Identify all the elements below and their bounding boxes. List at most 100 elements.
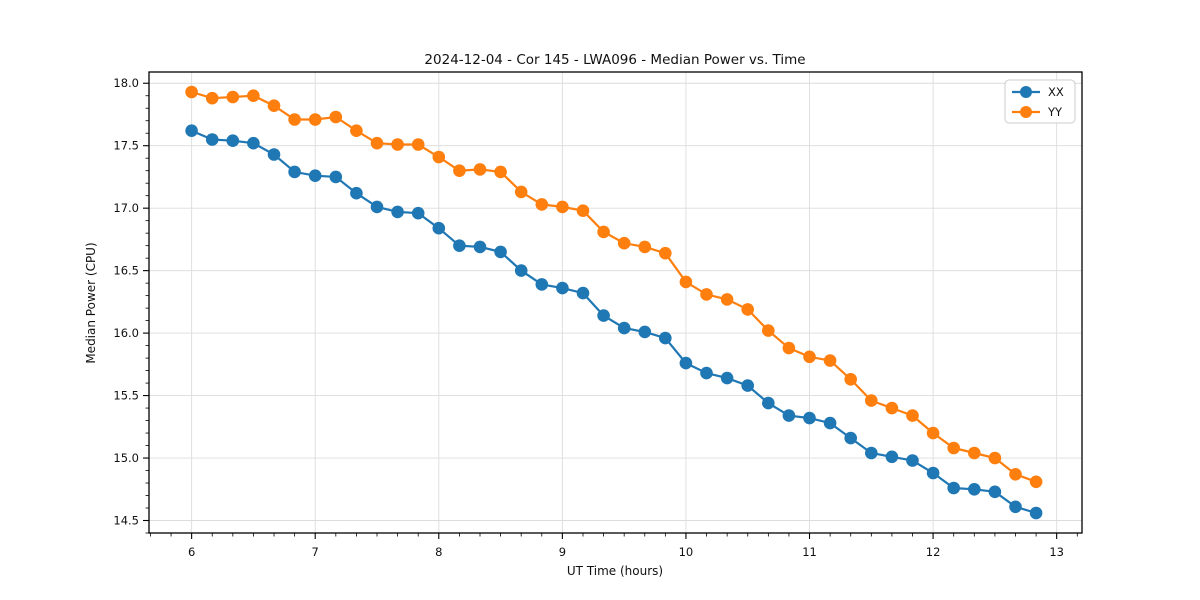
data-point-yy xyxy=(844,373,857,386)
data-point-xx xyxy=(576,286,590,300)
data-point-xx xyxy=(659,331,672,345)
x-tick-label: 10 xyxy=(679,545,694,559)
data-point-xx xyxy=(1029,506,1043,520)
data-point-xx xyxy=(947,481,960,495)
y-tick-label: 17.5 xyxy=(113,139,139,153)
data-point-yy xyxy=(267,99,281,112)
data-point-xx xyxy=(267,148,281,161)
data-point-xx xyxy=(308,169,322,182)
data-point-xx xyxy=(741,379,754,392)
x-tick-label: 6 xyxy=(188,545,195,559)
data-point-yy xyxy=(659,246,672,260)
data-point-xx xyxy=(762,396,775,410)
data-point-xx xyxy=(494,245,507,259)
data-point-xx xyxy=(329,170,343,184)
data-point-yy xyxy=(247,89,260,102)
data-point-yy xyxy=(988,451,1002,465)
data-point-xx xyxy=(906,454,919,467)
data-point-xx xyxy=(988,485,1002,499)
y-tick-label: 17.0 xyxy=(113,201,139,215)
data-point-yy xyxy=(411,138,425,151)
data-point-yy xyxy=(926,426,940,440)
series-layer xyxy=(185,85,1043,520)
data-point-xx xyxy=(926,466,940,480)
data-point-xx xyxy=(885,450,899,464)
data-point-xx xyxy=(473,240,487,254)
data-point-yy xyxy=(391,138,404,151)
data-point-xx xyxy=(1009,500,1022,514)
y-tick-label: 15.5 xyxy=(113,389,139,403)
y-axis-label: Median Power (CPU) xyxy=(84,242,98,363)
data-point-yy xyxy=(432,150,446,164)
data-point-xx xyxy=(556,281,569,295)
data-point-yy xyxy=(535,198,549,211)
data-point-xx xyxy=(514,264,528,277)
y-tick-label: 16.5 xyxy=(113,264,139,278)
data-point-yy xyxy=(638,240,652,254)
data-point-yy xyxy=(679,275,693,289)
chart-title: 2024-12-04 - Cor 145 - LWA096 - Median P… xyxy=(424,52,805,68)
data-point-yy xyxy=(1009,468,1022,481)
data-point-xx xyxy=(185,124,198,137)
data-point-yy xyxy=(803,350,816,364)
data-point-xx xyxy=(535,278,549,291)
data-point-yy xyxy=(782,341,796,355)
series-line-yy xyxy=(191,90,1037,483)
x-tick-label: 11 xyxy=(802,545,817,559)
data-point-xx xyxy=(205,133,219,146)
data-point-xx xyxy=(865,446,878,460)
tick-label-layer: 6 7 8 9 10 11 12 13 14.5 15.0 15.5 16.0 16.5 17.0 17.5… xyxy=(113,76,1064,559)
data-point-yy xyxy=(185,85,198,99)
data-point-yy xyxy=(700,288,713,301)
data-point-xx xyxy=(370,200,384,214)
data-point-yy xyxy=(226,90,240,104)
data-point-xx xyxy=(411,206,425,220)
data-point-xx xyxy=(288,165,301,179)
data-point-xx xyxy=(638,325,652,339)
x-tick-label: 8 xyxy=(435,545,442,559)
data-point-xx xyxy=(617,321,631,335)
data-point-xx xyxy=(823,416,837,430)
data-point-xx xyxy=(391,205,404,219)
data-point-yy xyxy=(762,324,775,337)
legend-marker-sample xyxy=(1020,86,1032,98)
data-point-xx xyxy=(679,356,693,370)
data-point-xx xyxy=(597,309,610,322)
data-point-xx xyxy=(968,483,981,496)
data-point-yy xyxy=(823,354,837,367)
data-point-yy xyxy=(1029,475,1043,489)
y-tick-label: 16.0 xyxy=(113,326,139,340)
x-tick-label: 12 xyxy=(926,545,941,559)
data-point-yy xyxy=(288,113,301,126)
plot-border xyxy=(148,71,1083,534)
grid-layer xyxy=(149,72,1082,533)
x-axis-label: UT Time (hours) xyxy=(567,564,663,578)
data-point-yy xyxy=(308,113,322,126)
legend: XX YY xyxy=(1004,79,1076,124)
x-tick-label: 9 xyxy=(559,545,566,559)
y-tick-label: 14.5 xyxy=(113,514,139,528)
data-point-yy xyxy=(514,185,528,199)
data-point-xx xyxy=(432,221,446,235)
data-point-xx xyxy=(247,136,260,150)
data-point-yy xyxy=(865,394,878,407)
data-point-yy xyxy=(741,303,754,316)
data-point-yy xyxy=(205,91,219,105)
data-point-yy xyxy=(473,163,487,176)
y-tick-label: 15.0 xyxy=(113,451,139,465)
data-point-yy xyxy=(370,136,384,150)
data-point-yy xyxy=(329,110,343,124)
x-tick-label: 7 xyxy=(312,545,319,559)
data-point-yy xyxy=(885,401,899,415)
data-point-yy xyxy=(350,124,363,137)
legend-box xyxy=(1004,79,1076,124)
data-point-yy xyxy=(453,164,466,177)
data-point-yy xyxy=(597,225,610,239)
data-point-xx xyxy=(844,431,857,445)
legend-label-xx: XX xyxy=(1048,85,1064,99)
data-point-yy xyxy=(494,165,507,179)
data-point-yy xyxy=(556,200,569,214)
data-point-xx xyxy=(226,134,240,147)
